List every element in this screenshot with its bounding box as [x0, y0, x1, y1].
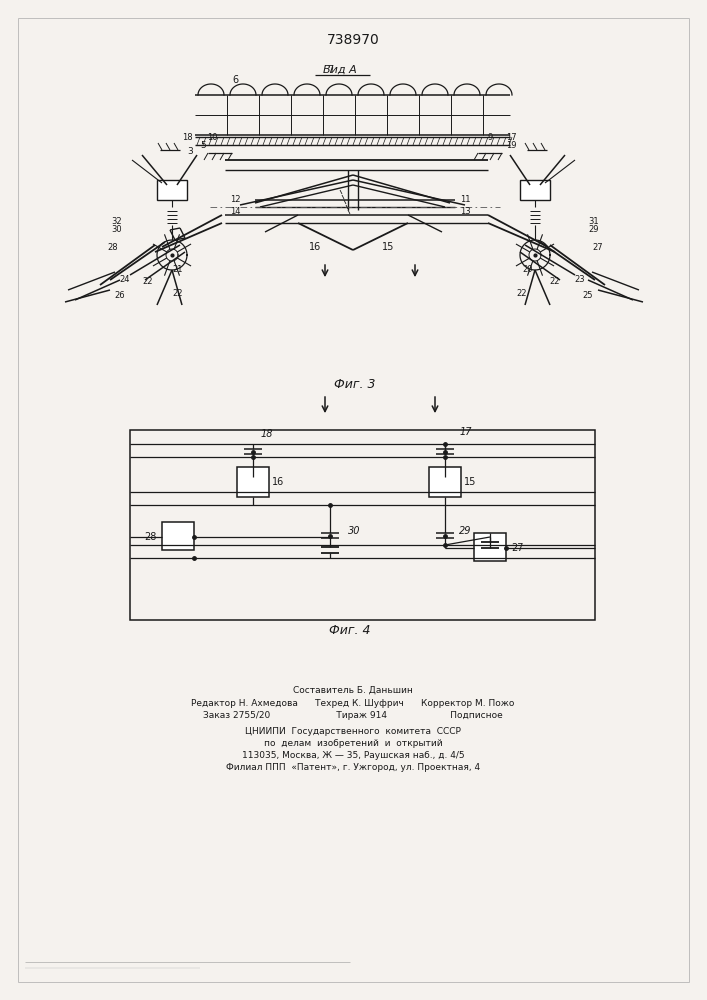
Bar [520, 180, 550, 200]
Text: 30: 30 [112, 226, 122, 234]
Text: 14: 14 [230, 208, 240, 217]
Text: 27: 27 [511, 543, 523, 553]
Text: 6: 6 [232, 75, 238, 85]
Text: 25: 25 [583, 290, 593, 300]
Text: 18: 18 [182, 132, 193, 141]
Text: Фиг. 4: Фиг. 4 [329, 624, 370, 637]
Text: 31: 31 [588, 218, 599, 227]
Bar [474, 533, 506, 561]
Text: Вид A: Вид A [323, 65, 357, 75]
Text: ЦНИИПИ  Государственного  комитета  СССР: ЦНИИПИ Государственного комитета СССР [245, 728, 461, 736]
Text: 19: 19 [506, 140, 517, 149]
Text: 22: 22 [517, 290, 527, 298]
Bar [429, 467, 461, 497]
Text: 15: 15 [464, 477, 477, 487]
Text: Редактор Н. Ахмедова      Техред К. Шуфрич      Корректор М. Пожо: Редактор Н. Ахмедова Техред К. Шуфрич Ко… [192, 698, 515, 708]
Text: 22: 22 [143, 277, 153, 286]
Text: 16: 16 [272, 477, 284, 487]
Text: 12: 12 [230, 196, 240, 205]
Text: 28: 28 [107, 243, 118, 252]
Text: 20: 20 [522, 265, 533, 274]
Text: 21: 21 [173, 265, 183, 274]
Text: 23: 23 [575, 275, 585, 284]
Text: 11: 11 [460, 196, 470, 205]
Text: 17: 17 [506, 132, 517, 141]
Text: 28: 28 [145, 532, 157, 542]
Text: 7: 7 [327, 65, 333, 75]
Text: 24: 24 [119, 275, 130, 284]
Bar [162, 522, 194, 550]
Text: 29: 29 [459, 526, 472, 536]
Text: 3: 3 [187, 147, 193, 156]
Text: 30: 30 [348, 526, 361, 536]
Text: 9: 9 [487, 132, 493, 141]
Text: 10: 10 [207, 132, 218, 141]
Text: 22: 22 [173, 290, 183, 298]
Text: 13: 13 [460, 208, 470, 217]
Text: Заказ 2755/20                       Тираж 914                      Подписное: Заказ 2755/20 Тираж 914 Подписное [203, 712, 503, 720]
Text: по  делам  изобретений  и  открытий: по делам изобретений и открытий [264, 740, 443, 748]
Text: 113035, Москва, Ж — 35, Раушская наб., д. 4/5: 113035, Москва, Ж — 35, Раушская наб., д… [242, 752, 464, 760]
Text: 16: 16 [309, 242, 321, 252]
Text: Фиг. 3: Фиг. 3 [334, 377, 375, 390]
Bar [157, 180, 187, 200]
Text: 738970: 738970 [327, 33, 380, 47]
Bar [130, 430, 595, 620]
Text: 32: 32 [112, 218, 122, 227]
Text: 22: 22 [550, 277, 560, 286]
Text: 27: 27 [592, 243, 602, 252]
Text: 5: 5 [200, 140, 206, 149]
Text: Филиал ППП  «Патент», г. Ужгород, ул. Проектная, 4: Филиал ППП «Патент», г. Ужгород, ул. Про… [226, 764, 480, 772]
Text: Составитель Б. Даньшин: Составитель Б. Даньшин [293, 686, 413, 694]
Text: 15: 15 [382, 242, 395, 252]
Text: 18: 18 [261, 429, 274, 439]
Text: 26: 26 [115, 290, 125, 300]
Text: 17: 17 [460, 427, 472, 437]
Text: 29: 29 [588, 226, 599, 234]
Bar [237, 467, 269, 497]
